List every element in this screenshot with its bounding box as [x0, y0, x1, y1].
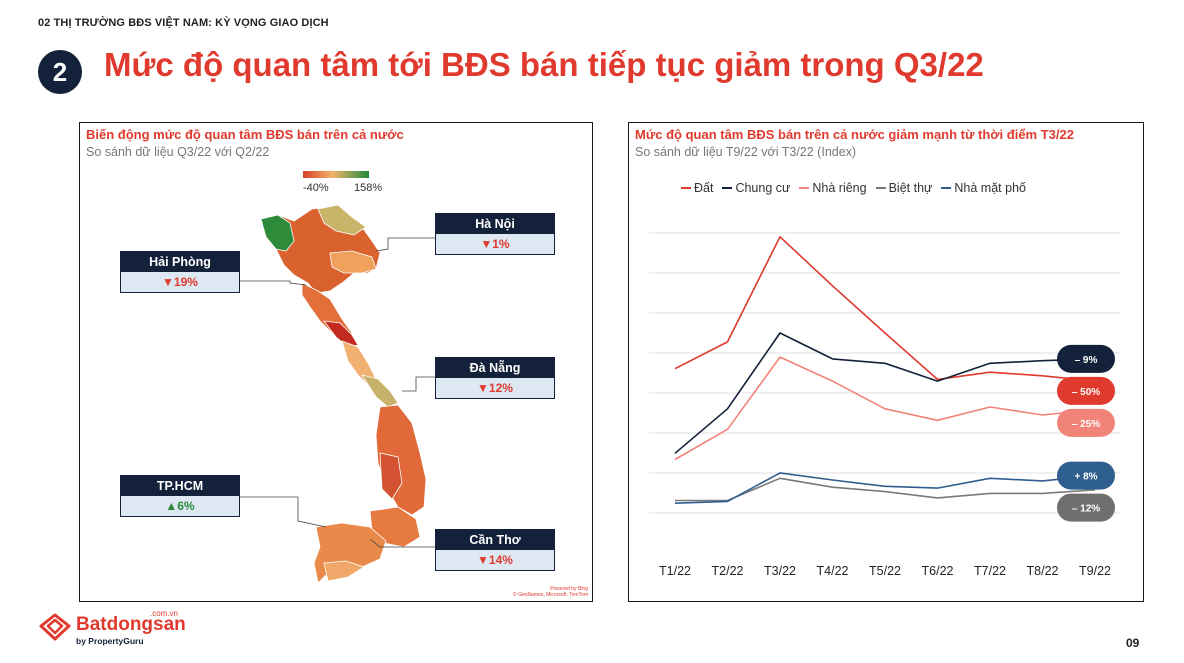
x-tick-label: T6/22	[922, 564, 954, 578]
batdongsan-logo-icon	[39, 613, 71, 641]
connector-tp-hcm	[240, 496, 327, 528]
callout-name: TP.HCM	[121, 476, 239, 496]
end-badge	[1057, 408, 1115, 437]
callout-hai-phong: Hải Phòng ▼19%	[120, 251, 240, 293]
connector-hai-phong	[240, 280, 307, 286]
x-tick-label: T1/22	[659, 564, 691, 578]
end-badge-label: + 8%	[1074, 472, 1097, 483]
line-chart: T1/22 T2/22 T3/22 T4/22 T5/22 T6/22 T7/22 T8/22…	[649, 232, 1121, 578]
map-highlands-region	[379, 452, 403, 500]
legend-item: Chung cư	[722, 181, 790, 195]
section-label: 02 THỊ TRƯỜNG BĐS VIỆT NAM: KỲ VỌNG GIAO…	[38, 17, 329, 29]
callout-ha-noi: Hà Nội ▼1%	[435, 213, 555, 255]
x-tick-label: T7/22	[974, 564, 1006, 578]
callout-value: ▼19%	[121, 272, 239, 292]
x-tick-label: T4/22	[817, 564, 849, 578]
chart-panel-title: Mức độ quan tâm BĐS bán trên cả nước giả…	[635, 127, 1074, 142]
legend-label: Nhà riêng	[812, 181, 867, 195]
vietnam-map	[240, 171, 436, 584]
brand-domain: .com.vn	[150, 609, 179, 618]
section-number-badge: 2	[38, 50, 82, 94]
callout-name: Cần Thơ	[436, 530, 554, 550]
x-tick-label: T5/22	[869, 564, 901, 578]
callout-da-nang: Đà Nẵng ▼12%	[435, 357, 555, 399]
map-northwest-region	[260, 214, 295, 252]
chart-panel-subtitle: So sánh dữ liệu T9/22 với T3/22 (Index)	[635, 145, 857, 159]
end-badge-label: – 12%	[1072, 504, 1100, 515]
series-line	[675, 477, 1096, 502]
map-panel-subtitle: So sánh dữ liệu Q3/22 với Q2/22	[86, 145, 270, 159]
end-badge	[1057, 344, 1115, 373]
legend-swatch	[799, 187, 810, 189]
legend-item: Biệt thự	[875, 181, 933, 195]
map-central-1	[323, 320, 359, 348]
map-credit: Powered by Bing © GeoNames, Microsoft, T…	[513, 586, 588, 598]
page-title: Mức độ quan tâm tới BĐS bán tiếp tục giả…	[104, 46, 984, 83]
end-badge-label: – 9%	[1075, 355, 1098, 366]
chart-legend: Đất Chung cư Nhà riêng Biệt thự Nhà mặt phố	[681, 178, 1035, 195]
scale-max-label: 158%	[354, 182, 383, 194]
end-badge	[1057, 376, 1115, 405]
legend-label: Nhà mặt phố	[954, 181, 1026, 195]
callout-can-tho: Cần Thơ ▼14%	[435, 529, 555, 571]
legend-swatch	[722, 187, 733, 189]
connector-ha-noi	[375, 237, 436, 252]
legend-label: Đất	[694, 181, 714, 195]
end-badge-label: – 50%	[1072, 387, 1100, 398]
end-badge-label: – 25%	[1072, 419, 1100, 430]
legend-swatch	[941, 187, 952, 189]
chart-panel: Mức độ quan tâm BĐS bán trên cả nước giả…	[628, 122, 1144, 602]
callout-value: ▲6%	[121, 496, 239, 516]
x-tick-label: T8/22	[1027, 564, 1059, 578]
x-tick-label: T9/22	[1079, 564, 1111, 578]
map-red-river-region	[329, 250, 377, 274]
series-line	[674, 356, 1096, 461]
map-credit-line: Powered by Bing	[550, 586, 588, 592]
legend-item: Đất	[681, 181, 713, 195]
callout-name: Hà Nội	[436, 214, 554, 234]
scale-min-label: -40%	[303, 182, 329, 194]
legend-swatch	[875, 187, 886, 189]
callout-name: Đà Nẵng	[436, 358, 554, 378]
legend-item: Nhà riêng	[799, 181, 867, 195]
x-tick-label: T3/22	[764, 564, 796, 578]
callout-value: ▼14%	[436, 550, 554, 570]
callout-value: ▼12%	[436, 378, 554, 398]
callout-value: ▼1%	[436, 234, 554, 254]
map-credit-line: © GeoNames, Microsoft, TomTom	[513, 592, 588, 598]
legend-item: Nhà mặt phố	[941, 181, 1026, 195]
callout-tp-hcm: TP.HCM ▲6%	[120, 475, 240, 517]
end-badge	[1057, 493, 1115, 522]
series-line	[674, 332, 1096, 454]
brand-name: Batdongsan	[76, 614, 186, 635]
map-central-3	[361, 374, 399, 408]
page-number: 09	[1126, 636, 1140, 650]
legend-label: Chung cư	[735, 181, 791, 195]
end-badge	[1057, 461, 1115, 490]
legend-label: Biệt thự	[888, 181, 933, 195]
series-line	[674, 236, 1096, 382]
series-line	[674, 472, 1096, 504]
map-panel-title: Biến động mức độ quan tâm BĐS bán trên c…	[86, 127, 404, 142]
x-tick-label: T2/22	[712, 564, 744, 578]
callout-name: Hải Phòng	[121, 252, 239, 272]
connector-da-nang	[402, 376, 436, 392]
color-scale-bar	[303, 171, 369, 178]
legend-swatch	[681, 187, 691, 189]
brand-byline: by PropertyGuru	[76, 636, 144, 646]
connector-can-tho	[369, 538, 436, 548]
map-panel: Biến động mức độ quan tâm BĐS bán trên c…	[79, 122, 593, 602]
map-northeast-region	[317, 204, 367, 236]
map-mekong-south	[323, 560, 365, 582]
